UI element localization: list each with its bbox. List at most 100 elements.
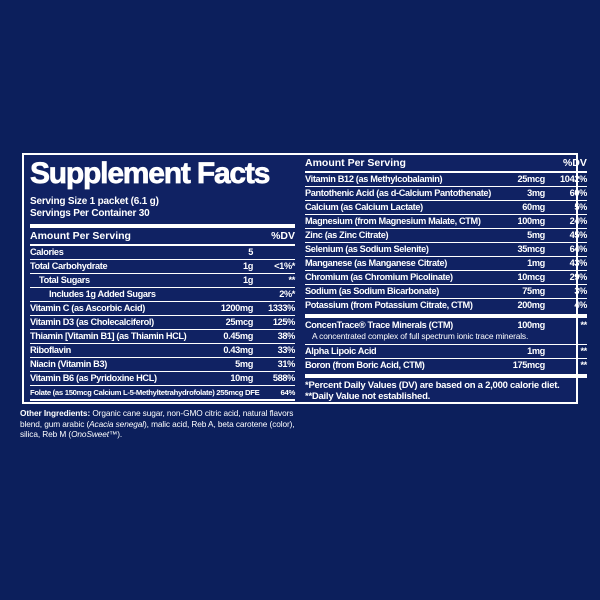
nutrient-dv: 64% (569, 244, 588, 254)
amount-per-serving-header: Amount Per Serving (30, 230, 131, 242)
nutrient-name: Chromium (as Chromium Picolinate) (305, 272, 453, 282)
nutrient-name: Sodium (as Sodium Bicarbonate) (305, 286, 439, 296)
nutrient-dv: 2%* (279, 289, 295, 299)
thin-rule (305, 343, 587, 345)
supplement-facts-panel: Supplement Facts Serving Size 1 packet (… (22, 153, 587, 404)
facts-row: Vitamin D3 (as Cholecalciferol) 25mcg 125% (30, 316, 295, 329)
facts-row: Zinc (as Zinc Citrate) 5mg 45% (305, 229, 587, 242)
nutrient-name: Calories (30, 247, 64, 257)
facts-row: Magnesium (from Magnesium Malate, CTM) 10… (305, 215, 587, 228)
nutrient-name: Folate (as 150mcg Calcium L-5-Methyltetr… (30, 388, 260, 397)
nutrient-dv: 33% (277, 345, 296, 355)
thin-rule (305, 298, 587, 299)
nutrient-dv: 1333% (268, 303, 295, 313)
facts-row: Calories 5 (30, 246, 295, 259)
nutrient-name: Vitamin B12 (as Methylcobalamin) (305, 174, 443, 184)
facts-row: Chromium (as Chromium Picolinate) 10mcg 29… (305, 271, 587, 284)
nutrient-amount: 10mg (230, 373, 253, 383)
thin-rule (305, 357, 587, 359)
thin-rule (30, 273, 295, 274)
thin-rule (305, 186, 587, 187)
thin-rule (30, 385, 295, 386)
nutrient-dv: 64% (280, 388, 296, 397)
facts-row: Sodium (as Sodium Bicarbonate) 75mg 3% (305, 285, 587, 298)
ingredient-text-segment: ). (117, 429, 123, 439)
dv-header: %DV (562, 157, 587, 169)
facts-row: Vitamin C (as Ascorbic Acid) 1200mg 1333% (30, 302, 295, 315)
right-table-header: Amount Per Serving %DV (305, 156, 587, 171)
nutrient-name: Selenium (as Sodium Selenite) (305, 244, 429, 254)
nutrient-amount: 0.43mg (223, 345, 253, 355)
nutrient-dv: 125% (272, 317, 295, 327)
servings-per-container-text: Servings Per Container 30 (30, 208, 150, 219)
facts-row: Pantothenic Acid (as d-Calcium Pantothen… (305, 187, 587, 200)
nutrient-dv: 588% (272, 373, 295, 383)
nutrient-dv: ** (580, 359, 587, 370)
footnote-not-established: **Daily Value not established. (305, 391, 431, 402)
nutrient-amount: 10mcg (517, 272, 546, 282)
right-column: Amount Per Serving %DV Vitamin B12 (as M… (301, 155, 591, 402)
nutrient-name: Vitamin B6 (as Pyridoxine HCL) (30, 373, 157, 383)
thin-rule (305, 284, 587, 285)
thin-rule (30, 315, 295, 316)
nutrient-amount: 3mg (527, 188, 545, 198)
thin-rule (30, 301, 295, 302)
nutrient-name: Calcium (as Calcium Lactate) (305, 202, 423, 212)
nutrient-amount: 5mg (527, 230, 545, 240)
thin-rule (30, 259, 295, 260)
facts-row: Calcium (as Calcium Lactate) 60mg 5% (305, 201, 587, 214)
nutrient-name: Vitamin D3 (as Cholecalciferol) (30, 317, 154, 327)
thin-rule (305, 270, 587, 271)
nutrient-name: ConcenTrace® Trace Minerals (CTM) (305, 320, 453, 330)
nutrient-name: Alpha Lipoic Acid (305, 345, 377, 356)
nutrient-dv: 24% (569, 216, 588, 226)
footnotes: *Percent Daily Values (DV) are based on … (305, 380, 587, 403)
thin-rule (30, 371, 295, 372)
nutrient-amount: 25mcg (517, 174, 546, 184)
nutrient-dv: 3% (574, 286, 587, 296)
left-table-rows: Calories 5 Total Carbohydrate 1g <1%* Total S… (30, 246, 295, 399)
thick-rule (30, 224, 295, 228)
facts-row: Total Carbohydrate 1g <1%* (30, 260, 295, 273)
footnote-daily-values: *Percent Daily Values (DV) are based on … (305, 379, 560, 391)
nutrient-name: Pantothenic Acid (as d-Calcium Pantothen… (305, 188, 491, 198)
nutrient-amount: 5 (248, 247, 253, 257)
facts-row: Niacin (Vitamin B3) 5mg 31% (30, 358, 295, 371)
thick-rule (305, 373, 587, 378)
thin-rule (30, 287, 295, 288)
nutrient-dv: 29% (569, 272, 588, 282)
facts-row: Vitamin B6 (as Pyridoxine HCL) 10mg 588% (30, 372, 295, 385)
nutrient-amount: 0.45mg (223, 331, 253, 341)
ingredient-text-segment: Acacia senegal (89, 418, 144, 429)
ingredient-text-segment: ), malic acid, Reb A, beta carotene (col… (20, 418, 295, 440)
nutrient-amount: 200mg (517, 300, 546, 310)
nutrient-amount: 25mcg (225, 317, 254, 327)
ingredient-text-segment: Organic cane sugar, non-GMO citric acid,… (20, 408, 294, 429)
facts-row: Alpha Lipoic Acid 1mg ** (305, 345, 587, 358)
panel-title: Supplement Facts (30, 157, 271, 191)
nutrient-name: Vitamin C (as Ascorbic Acid) (30, 303, 145, 313)
nutrient-note: A concentrated complex of full spectrum … (312, 331, 529, 341)
facts-row: Manganese (as Manganese Citrate) 1mg 43% (305, 257, 587, 270)
ingredient-text-segment: Other Ingredients: (20, 408, 91, 418)
dv-header: %DV (271, 230, 295, 242)
nutrient-name: Zinc (as Zinc Citrate) (305, 230, 389, 240)
nutrient-amount: 35mcg (517, 244, 546, 254)
nutrient-dv: ** (288, 275, 296, 285)
nutrient-amount: 175mcg (512, 359, 545, 370)
thin-rule (305, 200, 587, 201)
thin-rule (305, 228, 587, 229)
thin-rule (305, 242, 587, 243)
left-table-header: Amount Per Serving %DV (30, 229, 295, 244)
nutrient-name: Thiamin [Vitamin B1] (as Thiamin HCL) (30, 331, 187, 341)
nutrient-amount: 1mg (527, 345, 545, 356)
facts-row: Potassium (from Potassium Citrate, CTM) 2… (305, 299, 587, 312)
nutrient-dv: 1042% (560, 174, 587, 184)
facts-row: Vitamin B12 (as Methylcobalamin) 25mcg 104… (305, 173, 587, 186)
nutrient-name: Manganese (as Manganese Citrate) (305, 258, 447, 268)
nutrient-dv: 60% (569, 188, 588, 198)
nutrient-amount: 1mg (527, 258, 545, 268)
nutrient-dv: 5% (574, 202, 587, 212)
nutrient-name: Magnesium (from Magnesium Malate, CTM) (305, 216, 481, 226)
nutrient-name: Potassium (from Potassium Citrate, CTM) (305, 300, 473, 310)
